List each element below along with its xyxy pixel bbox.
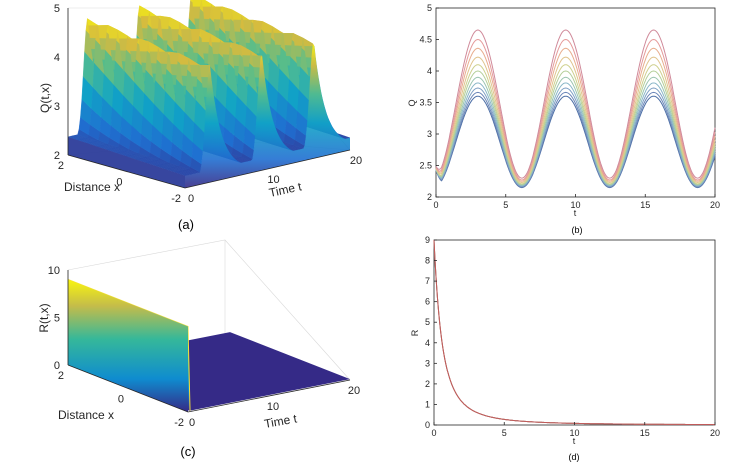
- b-caption: (b): [572, 225, 583, 235]
- d-ytick-label: 4: [425, 338, 430, 348]
- q-surface-front: [185, 43, 350, 188]
- d-caption: (d): [569, 452, 580, 462]
- d-xtick-label: 0: [431, 428, 436, 438]
- d-ytick-label: 5: [425, 317, 430, 327]
- b-ytick-label: 4: [427, 66, 432, 76]
- a-caption: (a): [178, 217, 194, 232]
- q-surface-patch: [302, 37, 315, 47]
- d-xtick-label: 20: [710, 428, 720, 438]
- b-xtick-label: 15: [640, 200, 650, 210]
- b-series-line-0: [435, 95, 716, 189]
- c-ztick-label: 5: [54, 313, 60, 325]
- b-series-line-9: [435, 38, 716, 181]
- c-xtick-label: 0: [189, 417, 195, 429]
- d-xlabel: t: [573, 436, 576, 446]
- q-surface: [67, 0, 351, 188]
- a-ytick-label: 2: [58, 160, 64, 172]
- b-xtick-label: 10: [570, 200, 580, 210]
- d-ytick-label: 1: [425, 399, 430, 409]
- a-xtick-label: 10: [267, 174, 279, 186]
- d-ytick-label: 9: [425, 235, 430, 245]
- b-xtick-label: 0: [433, 200, 438, 210]
- b-xtick-label: 5: [503, 200, 508, 210]
- panel-b-line: 0 5 10 15 20 2 2.5 3 3.5 4 4.5 5 Q t (b): [407, 3, 720, 235]
- b-ytick-label: 3.5: [419, 98, 432, 108]
- b-series-line-8: [435, 47, 716, 182]
- a-ytick-label: -2: [171, 193, 181, 205]
- r-surface-side: [68, 279, 188, 412]
- b-ytick-label: 3: [427, 129, 432, 139]
- a-xtick-label: 20: [350, 155, 362, 167]
- b-series-line-7: [435, 56, 716, 184]
- a-ztick-label: 3: [54, 101, 60, 113]
- b-series-line-3: [435, 82, 716, 187]
- d-ytick-label: 3: [425, 358, 430, 368]
- d-plot-box: [433, 239, 716, 426]
- r-surface-edge: [67, 279, 191, 411]
- b-series-line-2: [435, 87, 716, 187]
- q-surface-side: [68, 136, 185, 188]
- d-xtick-label: 5: [502, 428, 507, 438]
- c-zlabel: R(t,x): [37, 303, 51, 332]
- a-xlabel: Time t: [268, 179, 304, 200]
- c-caption: (c): [180, 444, 195, 459]
- c-ytick-label: 2: [58, 370, 64, 382]
- c-ytick-label: -2: [174, 417, 184, 429]
- a-ylabel: Distance x: [64, 180, 120, 194]
- b-ytick-label: 2: [427, 192, 432, 202]
- d-ytick-label: 2: [425, 379, 430, 389]
- c-xtick-label: 20: [348, 385, 360, 397]
- d-ytick-label: 7: [425, 276, 430, 286]
- c-ylabel: Distance x: [58, 408, 114, 422]
- c-ztick-label: 10: [48, 265, 60, 277]
- a-zlabel: Q(t,x): [38, 83, 52, 113]
- r-surface: [67, 279, 350, 412]
- a-ztick-label: 4: [54, 52, 60, 64]
- a-ytick-label: 0: [116, 177, 122, 189]
- a-ztick-label: 2: [54, 150, 60, 162]
- d-xtick-label: 10: [569, 428, 579, 438]
- b-xtick-label: 20: [710, 200, 720, 210]
- d-xtick-label: 15: [640, 428, 650, 438]
- b-series-line-1: [435, 91, 716, 188]
- a-xtick-label: 0: [188, 193, 194, 205]
- d-ytick-label: 0: [425, 420, 430, 430]
- b-series-line-4: [435, 76, 716, 186]
- panel-d-line: 0 5 10 15 20 0 1 2 3 4 5 6 7 8 9 R t (d): [410, 235, 720, 462]
- b-series-line-10: [435, 29, 716, 179]
- c-xlabel: Time t: [263, 411, 298, 431]
- q-surface-patch: [87, 18, 99, 26]
- b-series: [435, 29, 716, 189]
- b-ytick-label: 5: [427, 3, 432, 13]
- q-surface-patch: [272, 26, 284, 34]
- b-xlabel: t: [574, 208, 577, 218]
- c-xtick-label: 10: [267, 401, 279, 413]
- b-series-line-5: [435, 70, 716, 185]
- c-ztick-label: 0: [54, 360, 60, 372]
- c-ytick-label: 0: [118, 394, 124, 406]
- d-ytick-label: 6: [425, 297, 430, 307]
- d-ytick-label: 8: [425, 256, 430, 266]
- a-ztick-label: 5: [54, 3, 60, 15]
- b-ytick-label: 4.5: [419, 35, 432, 45]
- d-ylabel: R: [410, 329, 420, 336]
- b-series-line-6: [435, 64, 716, 185]
- b-ytick-label: 2.5: [419, 161, 432, 171]
- b-ylabel: Q: [407, 99, 417, 106]
